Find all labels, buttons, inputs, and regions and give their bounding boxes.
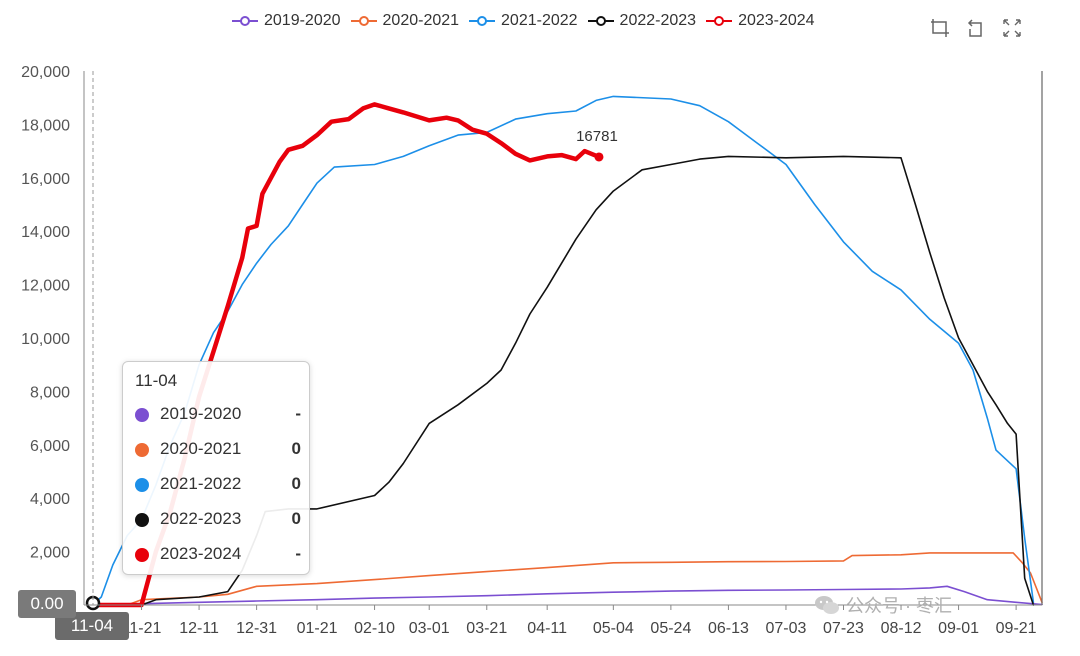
watermark-text: 公众号 · 枣汇 — [846, 596, 952, 616]
tooltip-row: 2020-2021 0 — [135, 439, 301, 461]
tooltip-value: 0 — [291, 509, 301, 528]
y-tick-label: 2,000 — [30, 545, 70, 562]
x-tick-label: 12-31 — [236, 620, 277, 637]
tooltip-row: 2019-2020 - — [135, 404, 301, 426]
wechat-icon — [815, 596, 839, 614]
x-tick-label: 01-21 — [297, 620, 338, 637]
tooltip-series-name: 2021-2022 — [160, 474, 242, 493]
legend-item-2020-2021[interactable]: 2020-2021 — [350, 12, 460, 30]
legend-label: 2019-2020 — [264, 12, 341, 29]
toolbox — [930, 18, 1022, 38]
series-color-dot — [135, 408, 149, 422]
y-tick-label: 18,000 — [21, 117, 70, 134]
data-label-last-value: 16781 — [576, 128, 618, 145]
legend-marker — [706, 15, 733, 27]
y-tick-label: 14,000 — [21, 224, 70, 241]
series-color-dot — [135, 478, 149, 492]
x-tick-label: 05-04 — [593, 620, 634, 637]
tooltip-series-name: 2023-2024 — [160, 544, 242, 563]
y-tick-label: 12,000 — [21, 278, 70, 295]
x-tick-label: 04-11 — [527, 620, 567, 637]
x-tick-label: 03-21 — [466, 620, 507, 637]
zoom-icon[interactable] — [930, 18, 950, 38]
series-line-2019-2020 — [126, 585, 1043, 606]
series-color-dot — [135, 443, 149, 457]
legend-marker — [350, 15, 377, 27]
x-tick-label: 06-13 — [708, 620, 749, 637]
tooltip: 11-04 2019-2020-2020-2021 0 2021-2022 0 2022… — [122, 361, 310, 575]
tooltip-value: - — [295, 404, 301, 423]
legend-marker — [587, 15, 614, 27]
x-tick-label: 02-10 — [354, 620, 395, 637]
tooltip-title: 11-04 — [135, 371, 178, 390]
series-color-dot — [135, 548, 149, 562]
legend-label: 2023-2024 — [738, 12, 815, 29]
tooltip-row: 2021-2022 0 — [135, 474, 301, 496]
axes: 2,000 4,000 6,000 8,000 10,000 12,000 14,000 16… — [21, 64, 1043, 637]
tooltip-row: 2022-2023 0 — [135, 509, 301, 531]
x-tick-label: 11-21 — [122, 620, 162, 637]
x-tick-label: 07-23 — [823, 620, 864, 637]
y-tick-label: 8,000 — [30, 384, 70, 401]
x-tick-label: 03-01 — [409, 620, 450, 637]
legend-label: 2022-2023 — [619, 12, 697, 29]
legend-marker — [232, 15, 258, 27]
legend-item-2023-2024[interactable]: 2023-2024 — [706, 12, 815, 30]
series-line-2020-2021 — [126, 552, 1043, 606]
watermark: 公众号 · 枣汇 — [814, 592, 952, 618]
fullscreen-icon[interactable] — [1002, 18, 1022, 38]
x-tick-label: 07-03 — [765, 620, 806, 637]
reset-icon[interactable] — [966, 18, 986, 38]
x-tick-label: 08-12 — [881, 620, 922, 637]
tooltip-value: 0 — [291, 439, 301, 458]
y-tick-label: 20,000 — [21, 64, 70, 81]
legend-label: 2020-2021 — [382, 12, 460, 29]
legend-marker — [469, 15, 496, 27]
legend-item-2019-2020[interactable]: 2019-2020 — [232, 12, 341, 30]
y-tick-label: 6,000 — [30, 438, 70, 455]
tooltip-value: - — [295, 544, 301, 563]
x-tick-label: 12-11 — [179, 620, 219, 637]
series-endpoint-2023-2024 — [594, 152, 604, 162]
x-tick-label: 09-01 — [938, 620, 979, 637]
tooltip-row: 2023-2024 - — [135, 544, 301, 566]
tooltip-series-name: 2020-2021 — [160, 439, 242, 458]
x-tick-label: 05-24 — [650, 620, 691, 637]
tooltip-value: 0 — [291, 474, 301, 493]
series-line-2023-2024 — [90, 102, 602, 608]
series-color-dot — [135, 513, 149, 527]
tooltip-series-name: 2019-2020 — [160, 404, 242, 423]
y-tick-label: 4,000 — [30, 491, 70, 508]
y-tick-label: 16,000 — [21, 171, 70, 188]
y-axis-pointer-label: 0.00 — [18, 590, 76, 618]
y-tick-label: 10,000 — [21, 331, 70, 348]
tooltip-series-name: 2022-2023 — [160, 509, 242, 528]
legend-item-2022-2023[interactable]: 2022-2023 — [587, 12, 697, 30]
legend-item-2021-2022[interactable]: 2021-2022 — [469, 12, 578, 30]
legend: 2019-2020 2020-2021 2021-2022 2022-2023 2023… — [232, 12, 815, 30]
legend-label: 2021-2022 — [501, 12, 578, 29]
x-tick-label: 09-21 — [996, 620, 1037, 637]
